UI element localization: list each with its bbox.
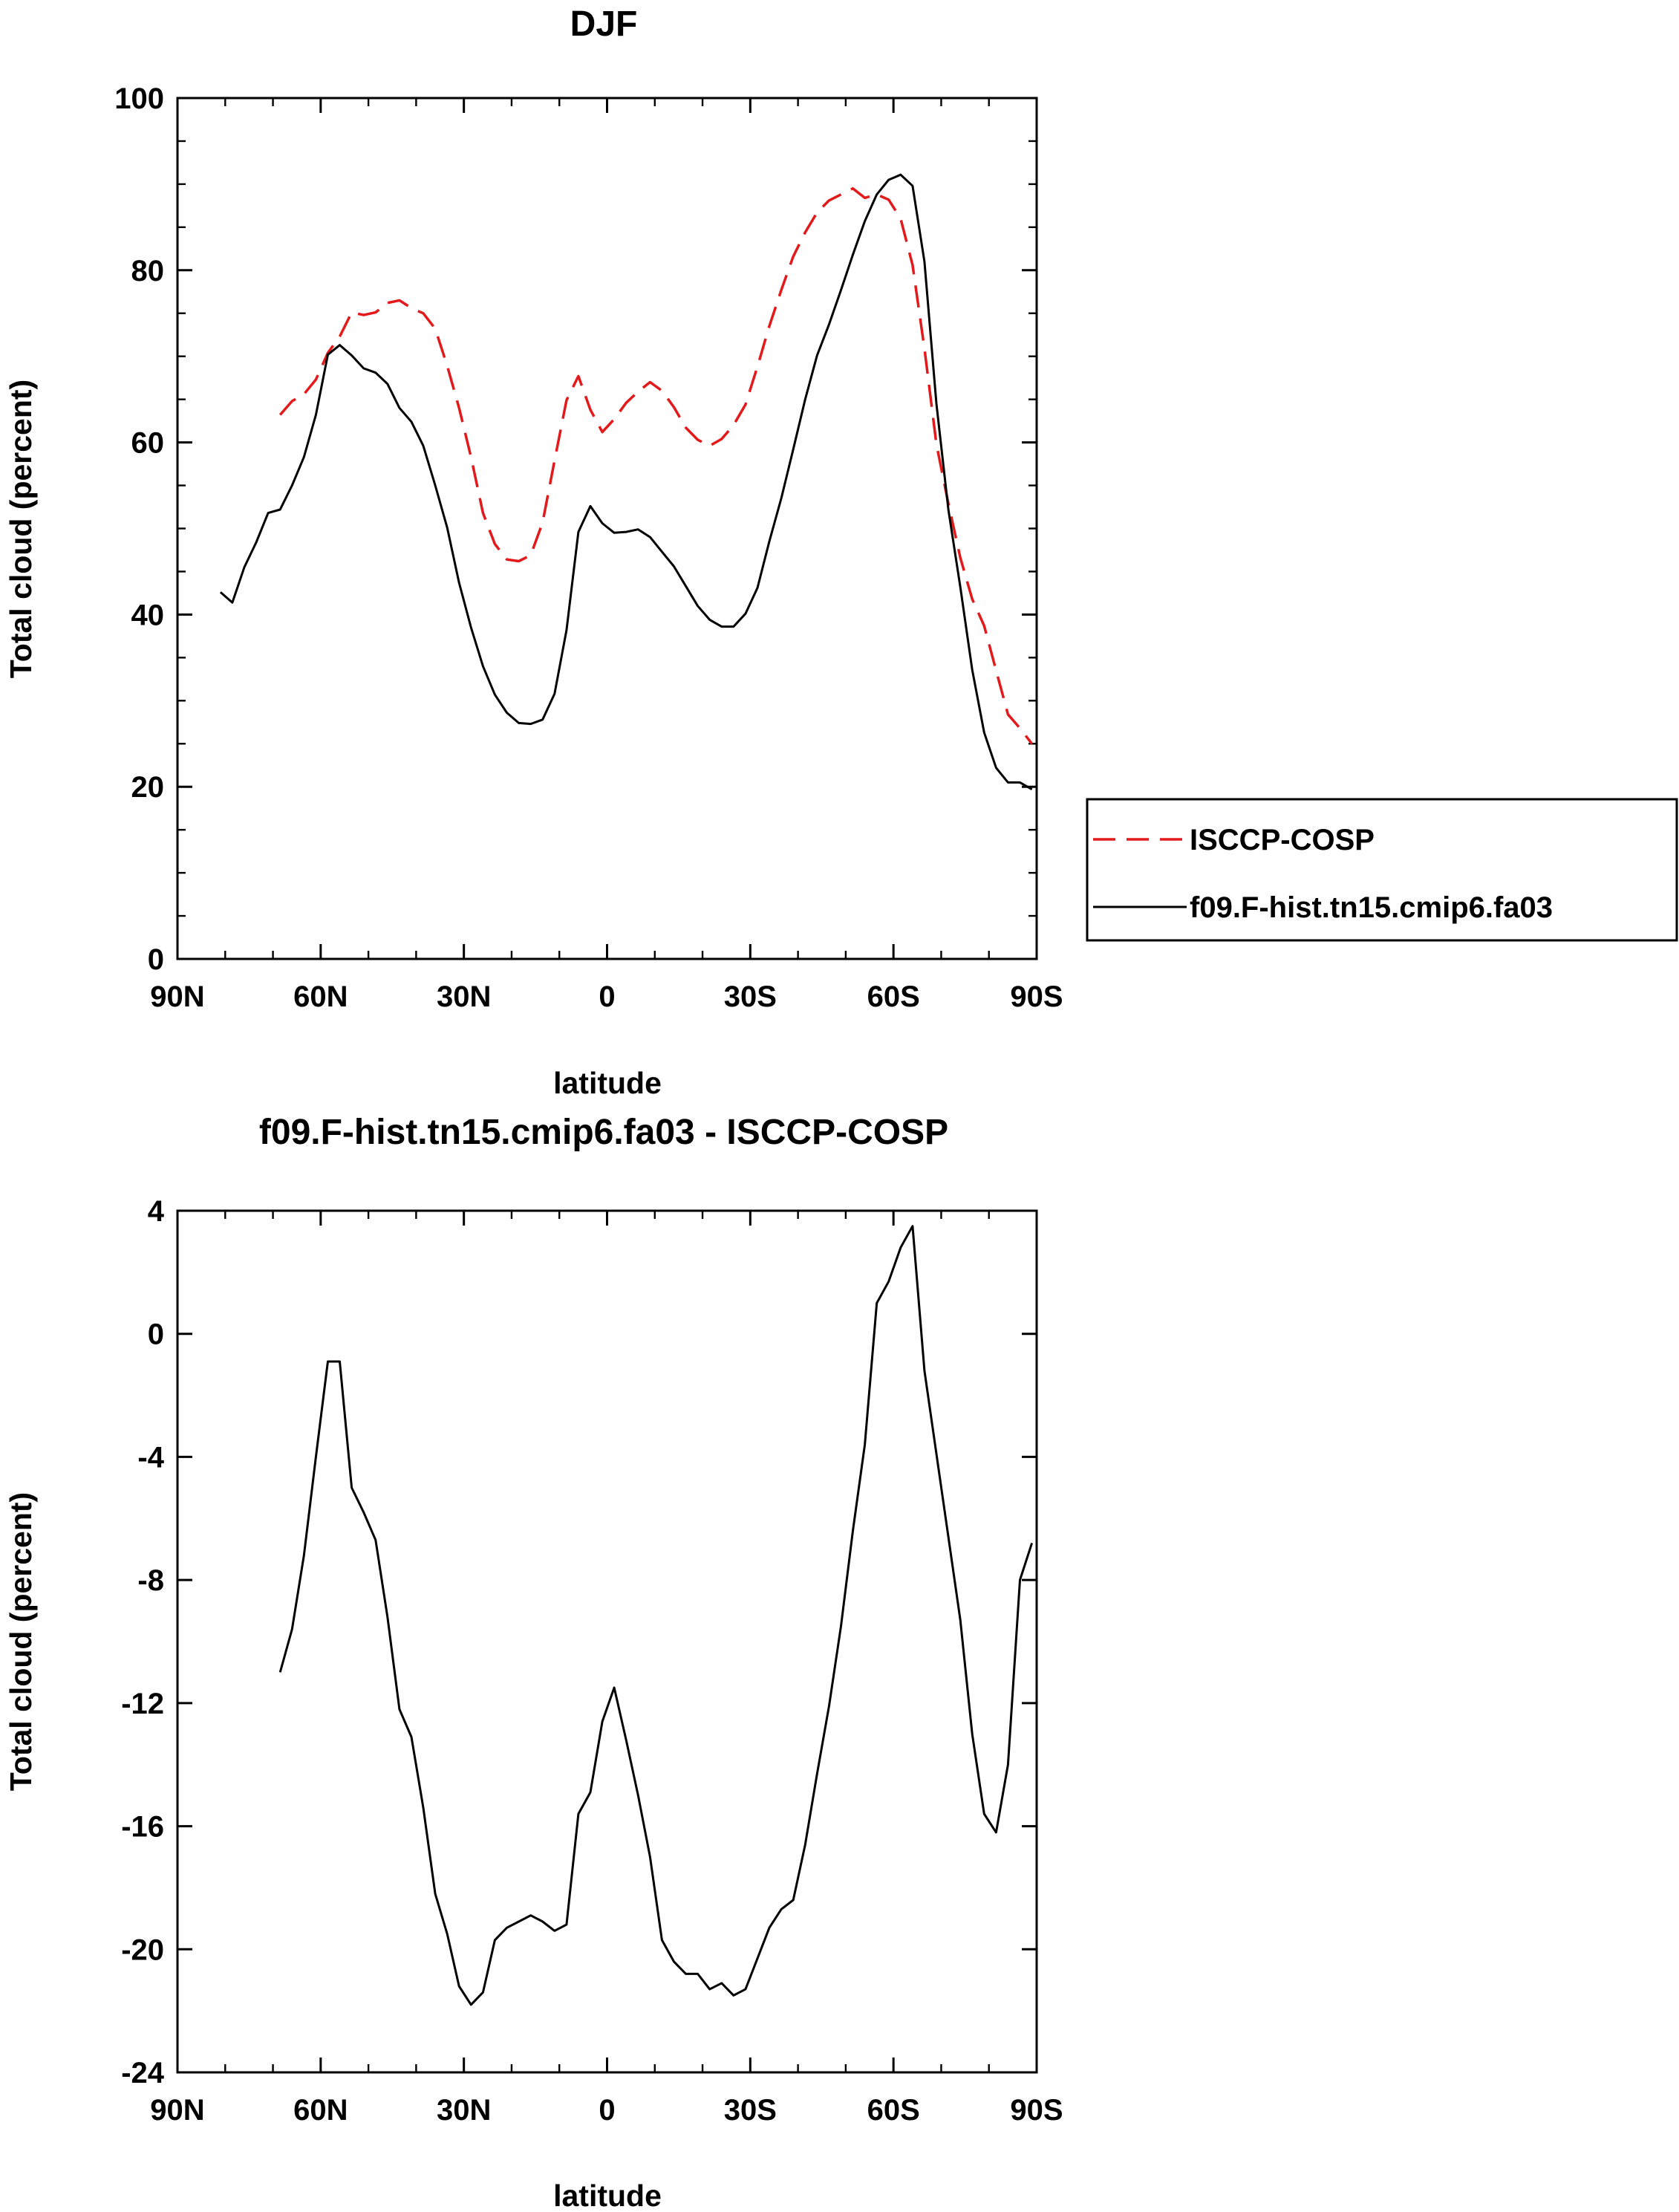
top-series-line-0 xyxy=(278,186,1033,745)
top-x-tick-label: 90N xyxy=(150,980,204,1013)
bottom-chart-series xyxy=(278,1225,1034,2006)
bot-y-tick-label: -16 xyxy=(121,1811,164,1844)
bot-y-tick-label: -4 xyxy=(137,1441,164,1474)
bot-x-tick-label: 30S xyxy=(724,2094,777,2127)
top-x-axis-label: latitude xyxy=(553,1066,662,1100)
top-x-tick-label: 60S xyxy=(867,980,920,1013)
bottom-chart-panel: f09.F-hist.tn15.cmip6.fa03 - ISCCP-COSP … xyxy=(4,1113,1063,2212)
bot-x-tick-label: 90S xyxy=(1010,2094,1063,2127)
bot-x-tick-label: 90N xyxy=(150,2094,204,2127)
top-series-line-1 xyxy=(219,173,1033,790)
bot-y-tick-label: -12 xyxy=(121,1688,164,1720)
top-x-tick-label: 60N xyxy=(293,980,348,1013)
top-chart-series xyxy=(219,173,1033,790)
bottom-y-axis-label: Total cloud (percent) xyxy=(4,1492,38,1791)
bottom-chart-ticks xyxy=(176,1209,1038,2074)
bottom-plot-frame xyxy=(176,1209,1038,2074)
top-y-tick-label: 80 xyxy=(131,255,165,287)
legend-label-model: f09.F-hist.tn15.cmip6.fa03 xyxy=(1190,891,1553,924)
top-y-axis-label: Total cloud (percent) xyxy=(4,380,38,678)
top-chart-panel: DJF 90N 60N 30N 0 30S 60S 90S 0 20 40 60 80 100 lat… xyxy=(4,4,1678,1100)
top-x-tick-label: 30N xyxy=(437,980,491,1013)
top-y-tick-label: 40 xyxy=(131,599,165,631)
top-x-tick-labels: 90N 60N 30N 0 30S 60S 90S xyxy=(150,980,1063,1013)
top-y-tick-label: 0 xyxy=(148,943,164,976)
bot-y-tick-label: -20 xyxy=(121,1933,164,1966)
bot-x-tick-label: 0 xyxy=(599,2094,615,2127)
bot-x-tick-label: 30N xyxy=(437,2094,491,2127)
top-y-tick-labels: 0 20 40 60 80 100 xyxy=(114,82,164,976)
bot-series-line-0 xyxy=(278,1225,1034,2006)
bot-y-tick-label: -8 xyxy=(137,1564,164,1597)
top-x-tick-label: 0 xyxy=(599,980,615,1013)
bot-y-tick-label: -24 xyxy=(121,2057,165,2089)
bottom-x-axis-label: latitude xyxy=(553,2179,662,2212)
top-plot-frame xyxy=(176,97,1038,960)
bot-y-tick-label: 4 xyxy=(148,1195,165,1228)
bot-x-tick-label: 60N xyxy=(293,2094,348,2127)
legend: ISCCP-COSP f09.F-hist.tn15.cmip6.fa03 xyxy=(1086,798,1678,942)
top-chart-title: DJF xyxy=(570,4,638,44)
bottom-chart-title: f09.F-hist.tn15.cmip6.fa03 - ISCCP-COSP xyxy=(259,1113,948,1152)
top-x-tick-label: 90S xyxy=(1010,980,1063,1013)
top-y-tick-label: 100 xyxy=(114,82,164,115)
bot-x-tick-label: 60S xyxy=(867,2094,920,2127)
top-y-tick-label: 60 xyxy=(131,427,165,460)
top-y-tick-label: 20 xyxy=(131,771,165,804)
top-x-tick-label: 30S xyxy=(724,980,777,1013)
bottom-x-tick-labels: 90N 60N 30N 0 30S 60S 90S xyxy=(150,2094,1063,2127)
legend-label-isccp: ISCCP-COSP xyxy=(1190,824,1375,856)
legend-box xyxy=(1086,798,1678,942)
bot-y-tick-label: 0 xyxy=(148,1318,164,1351)
bottom-y-tick-labels: 4 0 -4 -8 -12 -16 -20 -24 xyxy=(121,1195,165,2089)
